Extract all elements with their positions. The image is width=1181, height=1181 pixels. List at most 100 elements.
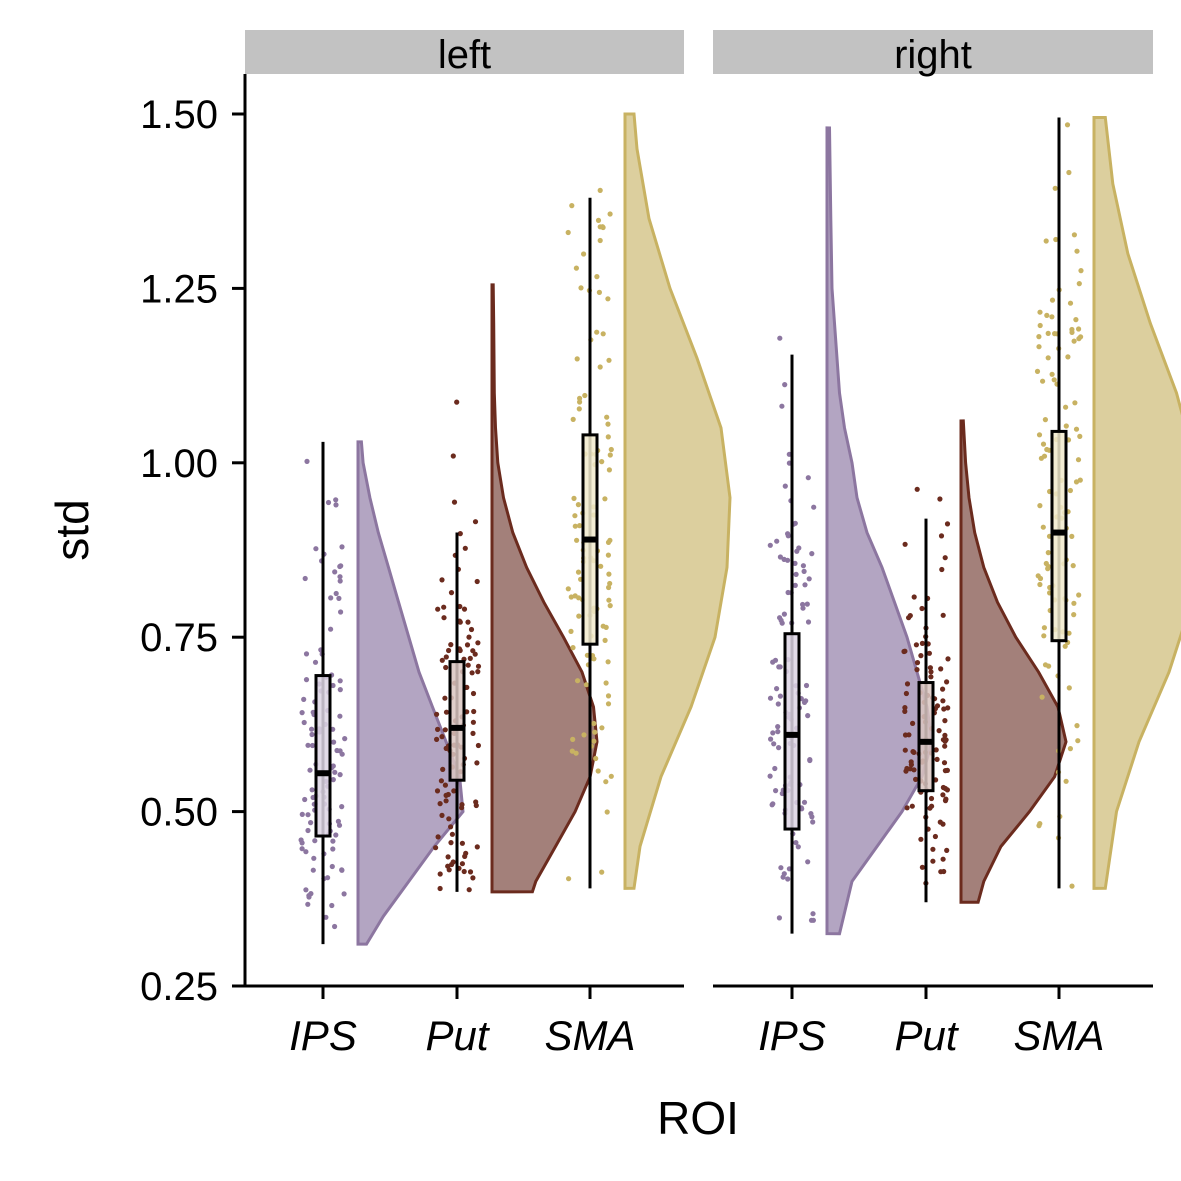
data-point bbox=[330, 846, 336, 852]
data-point bbox=[457, 531, 463, 537]
data-point bbox=[434, 788, 441, 794]
data-point bbox=[1069, 326, 1075, 333]
data-point bbox=[570, 736, 576, 743]
data-point bbox=[906, 732, 912, 738]
data-point bbox=[1037, 503, 1043, 509]
data-point bbox=[914, 660, 921, 666]
data-point bbox=[325, 875, 331, 881]
data-point bbox=[606, 571, 612, 577]
data-point bbox=[941, 760, 948, 766]
data-point bbox=[1066, 630, 1072, 636]
data-point bbox=[1066, 169, 1072, 176]
data-point bbox=[606, 357, 612, 363]
y-tick-label: 1.00 bbox=[140, 442, 218, 486]
data-point bbox=[433, 845, 439, 851]
data-point bbox=[606, 584, 612, 591]
data-point bbox=[441, 615, 447, 621]
data-point bbox=[1074, 248, 1080, 254]
data-point bbox=[811, 504, 817, 510]
data-point bbox=[904, 681, 911, 687]
data-point bbox=[903, 768, 909, 774]
data-point bbox=[336, 822, 343, 828]
data-point bbox=[1071, 612, 1077, 618]
data-point bbox=[437, 801, 443, 807]
data-point bbox=[468, 626, 475, 633]
data-point bbox=[927, 805, 933, 811]
data-point bbox=[775, 729, 781, 735]
data-point bbox=[919, 640, 926, 647]
data-point bbox=[944, 787, 951, 793]
data-point bbox=[439, 734, 445, 740]
data-point bbox=[1075, 457, 1082, 463]
data-point bbox=[919, 605, 925, 612]
data-point bbox=[902, 705, 908, 711]
data-point bbox=[593, 755, 599, 762]
data-point bbox=[305, 812, 311, 818]
data-point bbox=[942, 732, 948, 739]
data-point bbox=[303, 677, 310, 683]
y-tick-label: 0.50 bbox=[140, 791, 218, 835]
data-point bbox=[1041, 633, 1047, 639]
data-point bbox=[907, 613, 913, 619]
data-point bbox=[1037, 575, 1044, 582]
data-point bbox=[598, 563, 604, 569]
data-point bbox=[596, 289, 603, 295]
data-point bbox=[603, 779, 609, 785]
data-point bbox=[608, 446, 614, 453]
data-point bbox=[330, 763, 336, 769]
data-point bbox=[332, 569, 338, 575]
data-point bbox=[301, 696, 307, 703]
data-point bbox=[777, 554, 784, 560]
data-point bbox=[446, 647, 452, 654]
data-point bbox=[448, 590, 455, 596]
data-point bbox=[1042, 417, 1048, 423]
data-point bbox=[333, 502, 339, 508]
data-point bbox=[1037, 309, 1043, 315]
data-point bbox=[602, 637, 608, 644]
data-point bbox=[308, 820, 314, 826]
data-point bbox=[335, 818, 341, 825]
data-point bbox=[605, 701, 612, 707]
data-point bbox=[604, 809, 610, 815]
data-point bbox=[439, 657, 445, 663]
data-point bbox=[1077, 477, 1083, 483]
data-point bbox=[933, 747, 939, 753]
data-point bbox=[443, 709, 450, 715]
data-point bbox=[309, 742, 316, 749]
data-point bbox=[1071, 600, 1077, 606]
data-point bbox=[570, 416, 576, 422]
data-point bbox=[473, 799, 479, 805]
data-point bbox=[332, 769, 338, 775]
data-point bbox=[785, 876, 791, 882]
density-cloud bbox=[959, 419, 1068, 904]
data-point bbox=[908, 762, 915, 768]
data-point bbox=[451, 499, 458, 505]
data-point bbox=[465, 662, 471, 668]
data-point bbox=[461, 868, 467, 875]
data-point bbox=[307, 767, 313, 773]
data-point bbox=[448, 824, 454, 830]
data-point bbox=[440, 766, 446, 773]
data-point bbox=[568, 594, 574, 600]
data-point bbox=[930, 858, 936, 864]
data-point bbox=[303, 651, 310, 657]
data-point bbox=[303, 887, 309, 893]
facet-strip bbox=[713, 30, 1153, 74]
data-point bbox=[605, 693, 612, 699]
data-point bbox=[338, 563, 344, 569]
data-point bbox=[940, 792, 946, 798]
data-point bbox=[927, 665, 934, 671]
data-point bbox=[603, 680, 609, 686]
data-point bbox=[1049, 314, 1055, 320]
data-point bbox=[781, 556, 787, 563]
data-point bbox=[777, 664, 783, 670]
data-point bbox=[465, 619, 471, 625]
data-point bbox=[918, 836, 924, 842]
data-point bbox=[804, 601, 810, 607]
data-point bbox=[806, 576, 812, 582]
data-point bbox=[1041, 453, 1048, 459]
data-point bbox=[1045, 355, 1051, 361]
data-point bbox=[597, 237, 603, 244]
data-point bbox=[1044, 312, 1050, 318]
data-point bbox=[443, 792, 449, 799]
